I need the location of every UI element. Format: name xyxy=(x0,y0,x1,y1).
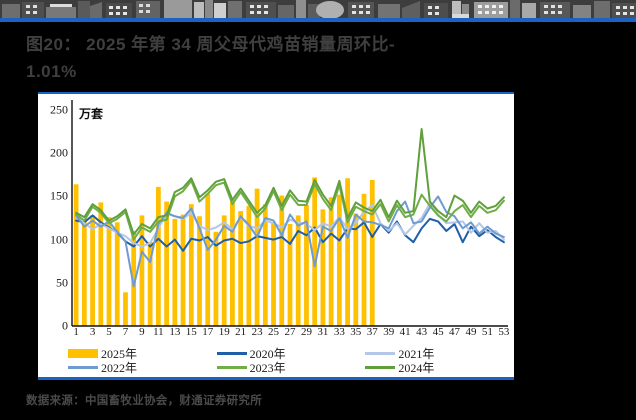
source-note: 数据来源：中国畜牧业协会，财通证券研究所 xyxy=(26,395,262,407)
legend-swatch-2025年 xyxy=(68,348,98,358)
legend-label: 2021年 xyxy=(398,346,435,361)
legend-swatch-2024年 xyxy=(365,365,396,369)
y-axis-tick-labels: 0 50 100 150 200 250 xyxy=(38,94,70,333)
x-axis-tick: 21 xyxy=(235,326,247,338)
x-axis-tick: 17 xyxy=(202,326,214,338)
chart-panel: 0 50 100 150 200 250 万套 1 3 5 7 9 11 13 15 17 19 21 23 25… xyxy=(38,92,514,380)
x-axis-tick: 7 xyxy=(122,326,129,338)
y-axis-unit-label: 万套 xyxy=(79,107,104,121)
cityscape-skyline-icon xyxy=(0,0,636,18)
legend-label: 2022年 xyxy=(101,360,138,375)
x-axis-tick: 9 xyxy=(139,326,145,338)
x-axis-tick: 41 xyxy=(399,326,411,338)
x-axis-tick: 49 xyxy=(465,326,477,338)
line-series-2021年 xyxy=(75,202,505,248)
cityscape-banner xyxy=(0,0,636,18)
legend-label: 2020年 xyxy=(249,346,286,361)
x-axis-tick: 45 xyxy=(432,326,444,338)
figure-title-block: 图20： 2025 年第 34 周父母代鸡苗销量周环比- 1.01% xyxy=(26,31,586,85)
legend-swatch-2021年 xyxy=(365,351,396,355)
line-series-2023年 xyxy=(75,179,505,241)
x-axis-tick: 3 xyxy=(89,326,96,338)
x-axis-tick: 27 xyxy=(284,326,296,338)
legend-item-2022年[interactable]: 2022年 xyxy=(68,360,217,375)
x-axis-tick: 33 xyxy=(333,326,345,338)
x-axis-tick: 31 xyxy=(317,326,329,338)
legend-label: 2023年 xyxy=(249,360,286,375)
legend-item-2023年[interactable]: 2023年 xyxy=(216,360,366,375)
x-axis-tick: 43 xyxy=(416,326,428,338)
y-axis-tick: 200 xyxy=(50,145,68,160)
line-series-2020年 xyxy=(75,214,505,252)
x-axis-tick: 23 xyxy=(251,326,263,338)
legend-item-2025年[interactable]: 2025年 xyxy=(68,346,217,361)
legend-label: 2025年 xyxy=(101,346,138,361)
legend-item-2020年[interactable]: 2020年 xyxy=(216,346,366,361)
line-series-2024年 xyxy=(75,128,505,236)
x-axis-tick: 39 xyxy=(383,326,395,338)
y-axis-tick: 250 xyxy=(50,102,68,117)
bar-series-2025年 xyxy=(73,177,375,326)
x-axis-tick: 29 xyxy=(300,326,312,338)
figure-title-line2: 1.01% xyxy=(26,62,77,81)
x-axis-tick: 35 xyxy=(350,326,362,338)
banner-accent-rule xyxy=(0,18,636,22)
figure-title-line1: 图20： 2025 年第 34 周父母代鸡苗销量周环比- xyxy=(26,35,396,54)
legend-swatch-2023年 xyxy=(216,365,247,369)
y-axis-tick: 150 xyxy=(50,188,68,203)
x-axis-tick: 53 xyxy=(498,326,510,338)
legend-item-2021年[interactable]: 2021年 xyxy=(365,346,514,361)
x-axis-tick: 47 xyxy=(449,326,461,338)
legend-label: 2024年 xyxy=(398,360,435,375)
x-axis-tick: 13 xyxy=(169,326,181,338)
x-axis-tick: 15 xyxy=(185,326,197,338)
x-axis-tick: 37 xyxy=(366,326,378,338)
legend-swatch-2022年 xyxy=(68,365,98,369)
legend-swatch-2020年 xyxy=(216,351,247,355)
chart-legend: 2025年 2020年 2021年 2022年 2023年 2024年 xyxy=(38,346,514,376)
x-axis-tick-labels: 1 3 5 7 9 11 13 15 17 19 21 23 25 27 29 31 33 35 37 39 41 43 4… xyxy=(38,326,514,342)
weekly-sales-chart xyxy=(71,100,508,327)
x-axis-tick: 25 xyxy=(268,326,280,338)
x-axis-tick: 11 xyxy=(153,326,164,338)
x-axis-tick: 5 xyxy=(106,326,112,338)
legend-item-2024年[interactable]: 2024年 xyxy=(365,360,514,375)
x-axis-tick: 51 xyxy=(481,326,493,338)
chart-plot-area: 0 50 100 150 200 250 万套 1 3 5 7 9 11 13 15 17 19 21 23 25… xyxy=(38,94,514,339)
x-axis-tick: 19 xyxy=(218,326,230,338)
y-axis-tick: 0 xyxy=(62,318,68,333)
x-axis-tick: 1 xyxy=(73,326,79,338)
y-axis-tick: 100 xyxy=(50,232,68,247)
y-axis-tick: 50 xyxy=(56,275,68,290)
